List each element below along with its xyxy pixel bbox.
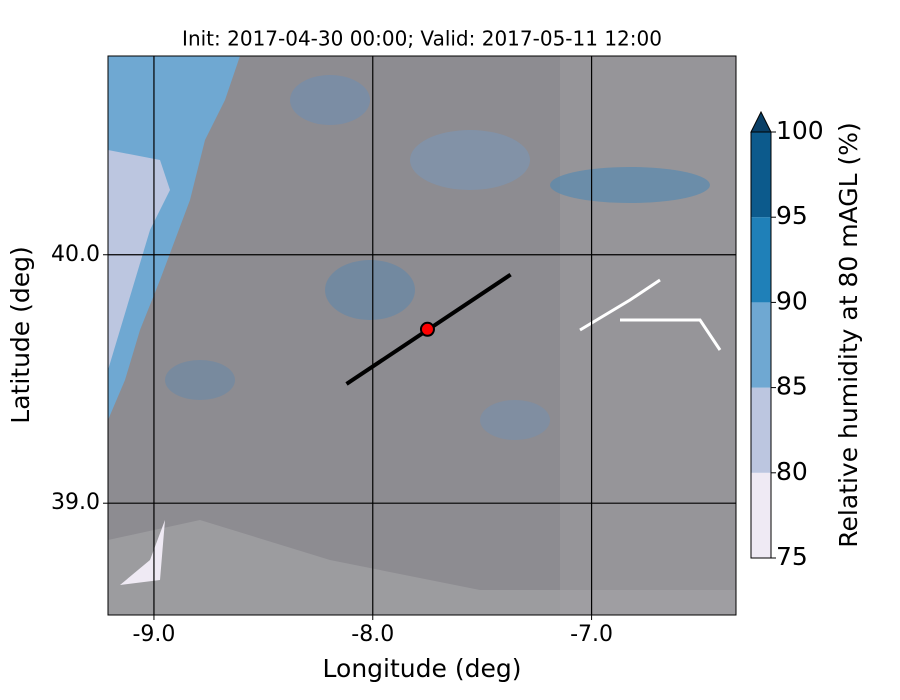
- colorbar-label: Relative humidity at 80 mAGL (%): [834, 122, 863, 547]
- humid-area: [480, 400, 550, 440]
- humid-area: [550, 167, 710, 203]
- site-marker: [419, 321, 435, 337]
- colorbar-tick-label: 80: [776, 457, 808, 486]
- humid-area: [410, 130, 530, 190]
- title: Init: 2017-04-30 00:00; Valid: 2017-05-1…: [182, 27, 662, 51]
- humid-area: [325, 260, 415, 320]
- colorbar-bin: [751, 387, 771, 473]
- map-field: [108, 56, 736, 615]
- colorbar-tick-label: 95: [776, 201, 808, 230]
- colorbar-tick-label: 90: [776, 286, 808, 315]
- colorbar-bin: [751, 302, 771, 388]
- humid-area: [165, 360, 235, 400]
- colorbar-tick-label: 75: [776, 542, 808, 571]
- colorbar-bin: [751, 217, 771, 303]
- x-tick-label: -7.0: [570, 622, 613, 647]
- x-axis-label: Longitude (deg): [323, 654, 522, 683]
- plot-frame: [107, 55, 737, 616]
- x-tick-label: -8.0: [351, 622, 394, 647]
- humid-area: [290, 75, 370, 125]
- river: [579, 278, 722, 351]
- colorbar-bin: [751, 472, 771, 558]
- colorbar-bin: [751, 132, 771, 218]
- y-tick-label: 40.0: [51, 242, 100, 267]
- colorbar-extension: [750, 110, 772, 133]
- colorbar-tick-label: 85: [776, 372, 808, 401]
- colorbar-tick-label: 100: [776, 116, 824, 145]
- colorbar-frame: [750, 132, 772, 559]
- ocean: [108, 56, 240, 420]
- plain-south: [108, 520, 736, 615]
- y-axis-label: Latitude (deg): [6, 246, 35, 423]
- y-tick-label: 39.0: [51, 490, 100, 515]
- x-tick-label: -9.0: [132, 622, 175, 647]
